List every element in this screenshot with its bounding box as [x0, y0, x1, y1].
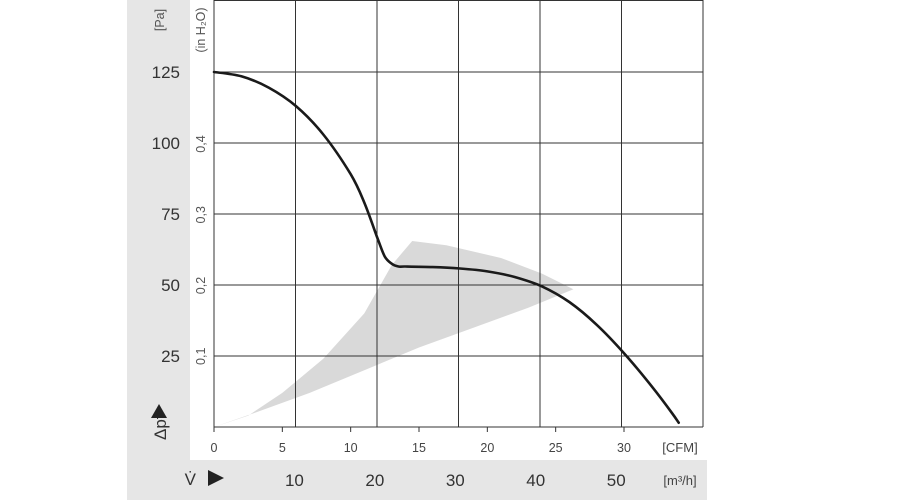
m3h-tick-label: 30 — [446, 471, 465, 490]
cfm-tick-label: 30 — [617, 441, 631, 455]
m3h-tick-label: 20 — [365, 471, 384, 490]
inh2o-tick-label: 0,3 — [194, 206, 208, 223]
m3h-unit-label: [m³/h] — [663, 473, 696, 488]
pressure-flow-curve — [212, 70, 680, 424]
flow-axis-label: V̇ — [185, 470, 197, 489]
inh2o-tick-label: 0,1 — [194, 348, 208, 365]
cfm-tick-label: 5 — [279, 441, 286, 455]
pa-tick-label: 125 — [152, 63, 180, 82]
pa-tick-label: 100 — [152, 134, 180, 153]
m3h-tick-label: 40 — [526, 471, 545, 490]
cfm-tick-label: 0 — [211, 441, 218, 455]
cfm-tick-label: 15 — [412, 441, 426, 455]
pa-tick-label: 25 — [161, 347, 180, 366]
pa-unit-label: [Pa] — [153, 9, 167, 31]
pressure-axis-label: Δpf — [151, 414, 170, 440]
pressure-axis-arrow-icon — [151, 404, 167, 418]
pa-tick-label: 50 — [161, 276, 180, 295]
cfm-tick-label: 10 — [344, 441, 358, 455]
inh2o-tick-label: 0,4 — [194, 135, 208, 152]
cfm-tick-label: 25 — [549, 441, 563, 455]
cfm-tick-label: 20 — [480, 441, 494, 455]
flow-axis-arrow-icon — [208, 470, 224, 486]
pa-tick-label: 75 — [161, 205, 180, 224]
m3h-tick-label: 50 — [607, 471, 626, 490]
inh2o-tick-label: 0,2 — [194, 277, 208, 294]
cfm-unit-label: [CFM] — [662, 440, 697, 455]
inh2o-unit-label: (in H₂O) — [194, 7, 208, 52]
m3h-tick-label: 10 — [285, 471, 304, 490]
bottom-axis-panel — [127, 460, 707, 500]
operating-range-band — [214, 241, 574, 427]
